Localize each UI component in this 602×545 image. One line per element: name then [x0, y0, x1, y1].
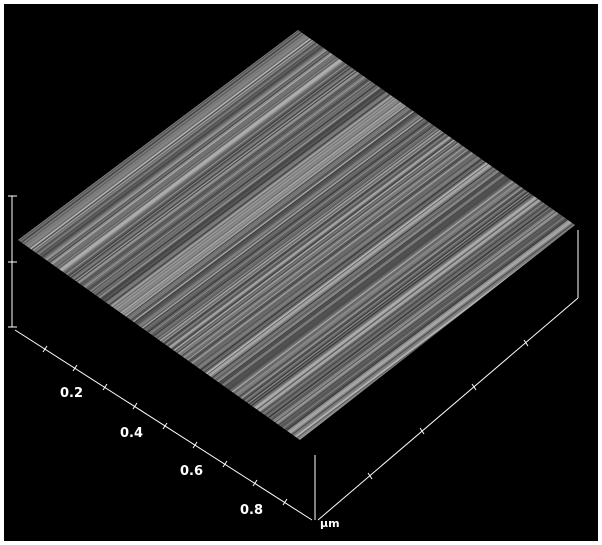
tick-label: 0.2 [60, 386, 83, 401]
afm-image: 0.2 0.4 0.6 0.8 μm [0, 0, 602, 545]
tick-label: 0.8 [240, 503, 263, 518]
tick-label: 0.6 [180, 464, 203, 479]
tick-label: 0.4 [120, 426, 143, 441]
unit-label: μm [320, 517, 340, 530]
